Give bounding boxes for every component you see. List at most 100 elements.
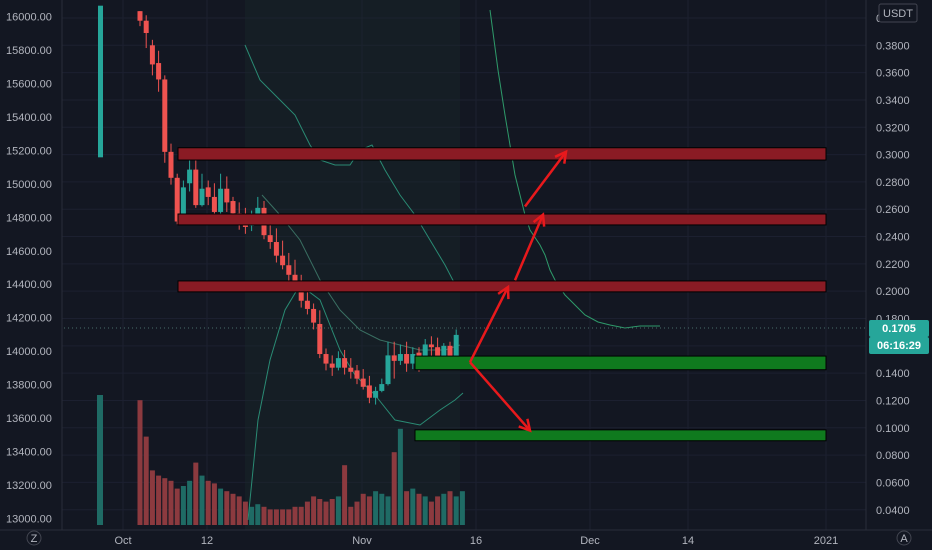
bollinger-lower [247, 284, 464, 521]
volume-bar [298, 506, 304, 525]
arrow-head [518, 418, 532, 433]
candle-body [428, 344, 434, 348]
left-axis-tick: 14800.00 [6, 212, 52, 224]
right-axis-tick: 0.3400 [876, 95, 910, 107]
right-axis-tick: 0.2600 [876, 204, 910, 216]
volume-bar [280, 509, 286, 525]
right-axis-tick: 0.1200 [876, 395, 910, 407]
volume-bar [335, 496, 341, 525]
candle-body [292, 274, 298, 282]
candle-body [218, 188, 224, 212]
candle-body [366, 385, 372, 398]
currency-label: USDT [883, 8, 913, 20]
last-price-badge [869, 320, 929, 337]
candle-body [156, 63, 162, 80]
a-icon[interactable]: A [896, 530, 912, 546]
candle-body [410, 354, 416, 364]
candle-body [354, 370, 360, 379]
candle-body [230, 201, 236, 214]
right-axis-tick: 0.1000 [876, 423, 910, 435]
volume-bar [441, 493, 447, 525]
volume-bar [348, 506, 354, 525]
volume-bar [317, 499, 323, 525]
volume-bar [261, 506, 267, 525]
right-axis-tick: 0.3200 [876, 122, 910, 134]
time-axis-panel[interactable] [0, 531, 932, 550]
candle-body [311, 308, 317, 323]
countdown-badge [869, 337, 929, 354]
left-axis-tick: 13000.00 [6, 513, 52, 525]
currency-badge[interactable] [878, 3, 918, 23]
candle-body [329, 363, 335, 368]
right-axis[interactable]: 0.40000.38000.36000.34000.32000.30000.28… [876, 13, 910, 517]
right-axis-tick: 0.0400 [876, 505, 910, 517]
right-axis-tick: 0.2000 [876, 286, 910, 298]
volume-bar [453, 496, 459, 525]
left-axis-tick: 13600.00 [6, 413, 52, 425]
candle-body [373, 390, 379, 398]
left-axis-tick: 14400.00 [6, 279, 52, 291]
candle-body [255, 207, 261, 215]
candle-body [441, 345, 447, 357]
left-axis-tick: 15400.00 [6, 112, 52, 124]
volume-bar [255, 504, 261, 525]
candle-body [335, 358, 341, 368]
time-axis-tick: 2021 [814, 535, 838, 547]
candle-body [435, 347, 441, 357]
arrow-head [532, 212, 546, 227]
volume-bar [143, 436, 149, 525]
right-axis-panel [866, 0, 932, 550]
left-axis-panel [0, 0, 62, 530]
candle-body [162, 79, 168, 152]
time-axis-tick: 14 [682, 535, 694, 547]
volume-bar [304, 501, 310, 525]
volume-bar [391, 452, 397, 525]
volume-bar [218, 488, 224, 525]
candle-body [187, 169, 193, 184]
volume-bar [366, 496, 372, 525]
z-icon[interactable]: Z [26, 530, 42, 546]
right-axis-tick: 0.1400 [876, 368, 910, 380]
volume-bar [249, 506, 255, 525]
candle-body [348, 367, 354, 372]
volume-bar [156, 475, 162, 525]
arrow-shaft [468, 286, 510, 363]
candle-body [342, 358, 348, 368]
last-price-text: 0.1705 [882, 323, 916, 335]
volume-bar [385, 496, 391, 525]
time-axis[interactable]: Oct 12 Nov 16 Dec 14 2021 [114, 535, 838, 547]
volume-bar [311, 496, 317, 525]
candle-body [205, 187, 211, 197]
arrow-shaft [513, 214, 545, 281]
volume-bar [168, 480, 174, 525]
candle-body [453, 334, 459, 359]
arrows [468, 149, 568, 433]
candle-body [98, 5, 103, 158]
volume-bar [354, 501, 360, 525]
left-axis-tick: 15600.00 [6, 79, 52, 91]
candle-body [304, 300, 310, 309]
right-axis-tick: 0.3800 [876, 40, 910, 52]
volume-bar [230, 493, 236, 525]
time-axis-tick: Nov [352, 535, 372, 547]
left-axis[interactable]: 16000.00 15800.00 15600.00 15400.00 15200.00… [6, 12, 52, 526]
left-axis-tick: 13200.00 [6, 480, 52, 492]
candle-body [286, 265, 292, 275]
volume-bar [174, 488, 180, 525]
volume-bar [224, 491, 230, 525]
candle-body [385, 355, 391, 385]
volume-bar [242, 501, 248, 525]
volume-bar [329, 499, 335, 525]
volume-bar [323, 501, 329, 525]
candle-body [193, 169, 199, 206]
volume-bar [416, 493, 422, 525]
volume-bar [286, 509, 292, 525]
candle-body [199, 188, 205, 206]
countdown-text: 06:16:29 [877, 340, 921, 352]
arrow-head [554, 149, 568, 164]
candle-body [143, 20, 149, 34]
svg-text:A: A [900, 533, 908, 545]
volume-bar [410, 488, 416, 525]
candle-body [404, 354, 410, 364]
